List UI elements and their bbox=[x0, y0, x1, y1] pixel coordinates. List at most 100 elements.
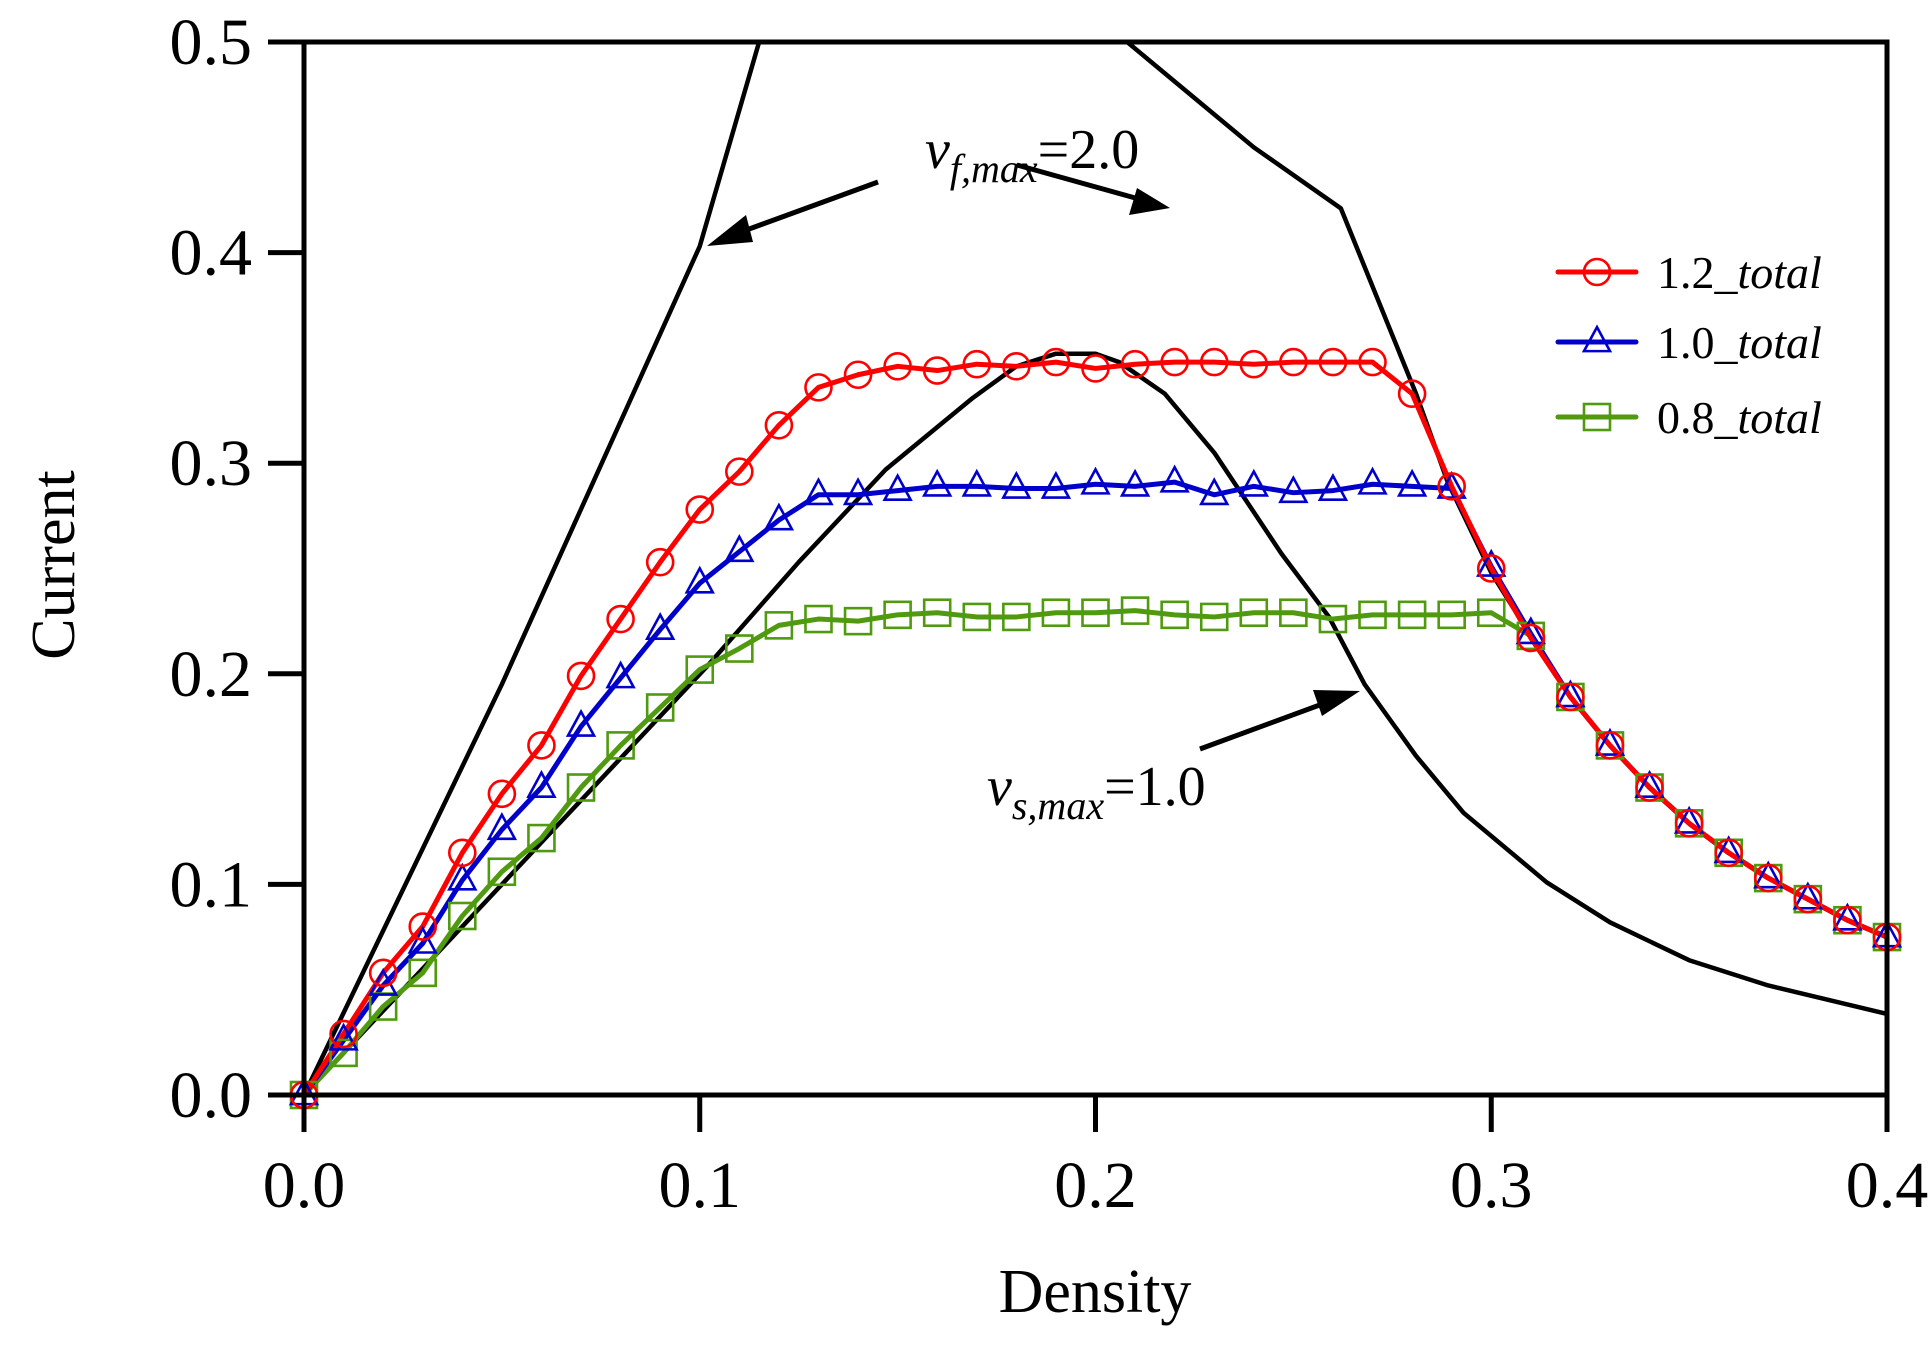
data-point-1.0_total bbox=[1713, 835, 1744, 864]
data-point-1.0_total bbox=[842, 477, 874, 506]
vs-arrow bbox=[1199, 690, 1360, 752]
data-point-0.8_total bbox=[527, 823, 556, 853]
vf-value: =2.0 bbox=[1038, 119, 1140, 181]
data-point-0.8_total bbox=[962, 602, 992, 632]
x-tick-label: 0.2 bbox=[1054, 1149, 1137, 1222]
data-point-1.2_total bbox=[1595, 731, 1625, 760]
data-point-1.0_total bbox=[644, 611, 676, 640]
vs-annotation-label: vs,max=1.0 bbox=[987, 756, 1206, 828]
data-point-1.0_total bbox=[961, 468, 992, 497]
arrowhead-icon bbox=[1129, 188, 1170, 215]
data-point-0.8_total bbox=[606, 731, 635, 760]
x-tick-label: 0.3 bbox=[1450, 1149, 1533, 1222]
data-point-0.8_total bbox=[408, 958, 438, 988]
data-point-1.2_total bbox=[1199, 347, 1229, 377]
legend-label: 0.8_total bbox=[1657, 392, 1822, 443]
data-point-1.0_total bbox=[1159, 464, 1190, 493]
vs-value: =1.0 bbox=[1104, 756, 1206, 818]
data-point-1.2_total bbox=[804, 373, 833, 402]
data-point-1.2_total bbox=[1318, 347, 1348, 377]
data-point-0.8_total bbox=[1002, 602, 1031, 632]
data-point-1.0_total bbox=[1040, 470, 1072, 499]
data-point-1.0_total bbox=[1436, 470, 1467, 499]
legend-label: 1.0_total bbox=[1657, 317, 1822, 368]
data-point-1.2_total bbox=[1160, 347, 1189, 377]
data-point-1.0_total bbox=[1278, 475, 1309, 504]
data-point-1.0_total bbox=[1594, 727, 1626, 756]
x-tick-label: 0.4 bbox=[1846, 1149, 1929, 1222]
data-point-1.2_total bbox=[408, 912, 438, 941]
data-point-0.8_total bbox=[1041, 598, 1071, 628]
arrowhead-icon bbox=[707, 215, 753, 246]
arrowhead-icon bbox=[1313, 690, 1360, 716]
data-point-0.8_total bbox=[1476, 598, 1506, 628]
y-axis-title: Current bbox=[20, 470, 88, 659]
x-tick-label: 0.1 bbox=[659, 1149, 742, 1222]
data-point-1.2_total bbox=[764, 410, 794, 440]
data-point-1.2_total bbox=[1714, 838, 1743, 868]
data-point-1.0_total bbox=[565, 708, 597, 737]
legend-item-1.0_total: 1.0_total bbox=[1555, 317, 1822, 368]
data-point-1.2_total bbox=[1120, 349, 1150, 379]
data-point-1.2_total bbox=[1397, 379, 1427, 409]
data-point-1.2_total bbox=[368, 958, 398, 988]
vf-arrow-left bbox=[707, 179, 879, 246]
data-point-0.8_total bbox=[1318, 604, 1348, 634]
data-point-1.0_total bbox=[684, 565, 715, 594]
data-point-1.2_total bbox=[1081, 354, 1110, 383]
data-point-1.0_total bbox=[328, 1022, 359, 1051]
series-markers bbox=[288, 347, 1903, 1110]
vf-arrow-right bbox=[1016, 162, 1170, 215]
data-point-1.2_total bbox=[1002, 352, 1031, 381]
data-point-0.8_total bbox=[764, 611, 794, 640]
data-point-1.2_total bbox=[843, 360, 873, 390]
data-point-1.0_total bbox=[407, 925, 438, 954]
series-line-0.8_total bbox=[301, 608, 1890, 1098]
y-tick-label: 0.2 bbox=[170, 638, 253, 711]
reference-curves bbox=[304, 42, 1887, 1095]
data-point-1.0_total bbox=[1199, 477, 1230, 506]
data-point-0.8_total bbox=[843, 606, 873, 636]
x-axis-title: Density bbox=[999, 1258, 1192, 1326]
y-ticks: 0.0 0.1 0.2 0.3 0.4 0.5 bbox=[170, 6, 304, 1132]
data-point-1.0_total bbox=[1476, 548, 1507, 577]
data-point-0.8_total bbox=[447, 901, 477, 931]
data-point-1.0_total bbox=[1832, 902, 1863, 931]
data-point-1.0_total bbox=[803, 477, 834, 506]
data-point-1.2_total bbox=[725, 457, 754, 486]
vf-symbol: v bbox=[925, 119, 950, 181]
data-point-1.0_total bbox=[486, 812, 518, 841]
data-point-0.8_total bbox=[1199, 602, 1229, 632]
data-point-1.2_total bbox=[566, 661, 596, 691]
data-point-1.2_total bbox=[1635, 773, 1664, 802]
data-point-1.2_total bbox=[329, 1019, 358, 1049]
y-tick-label: 0.5 bbox=[170, 6, 253, 79]
data-point-0.8_total bbox=[685, 655, 715, 684]
y-tick-label: 0.1 bbox=[170, 848, 253, 921]
data-point-1.2_total bbox=[645, 547, 675, 577]
data-point-1.0_total bbox=[1317, 472, 1349, 501]
data-point-1.0_total bbox=[447, 862, 478, 891]
data-point-1.2_total bbox=[685, 495, 715, 524]
data-point-0.8_total bbox=[1279, 598, 1308, 628]
data-point-1.0_total bbox=[1753, 860, 1784, 889]
data-point-1.2_total bbox=[1556, 682, 1585, 712]
data-point-0.8_total bbox=[922, 598, 952, 628]
data-point-1.2_total bbox=[1833, 905, 1862, 935]
data-point-1.2_total bbox=[1239, 349, 1269, 379]
data-point-0.8_total bbox=[487, 857, 517, 887]
data-point-0.8_total bbox=[883, 600, 912, 630]
data-point-1.0_total bbox=[1555, 679, 1586, 708]
data-point-1.0_total bbox=[1357, 466, 1388, 495]
legend-item-1.2_total: 1.2_total bbox=[1555, 247, 1822, 298]
data-point-1.0_total bbox=[763, 502, 795, 531]
data-point-0.8_total bbox=[645, 693, 675, 722]
data-point-0.8_total bbox=[804, 604, 833, 634]
vs-subscript: s,max bbox=[1012, 783, 1104, 828]
data-point-1.2_total bbox=[1279, 347, 1308, 377]
data-point-1.0_total bbox=[1080, 466, 1111, 495]
data-point-1.2_total bbox=[1041, 347, 1071, 377]
x-ticks: 0.0 0.1 0.2 0.3 0.4 bbox=[263, 1095, 1929, 1222]
y-tick-label: 0.3 bbox=[170, 427, 253, 500]
